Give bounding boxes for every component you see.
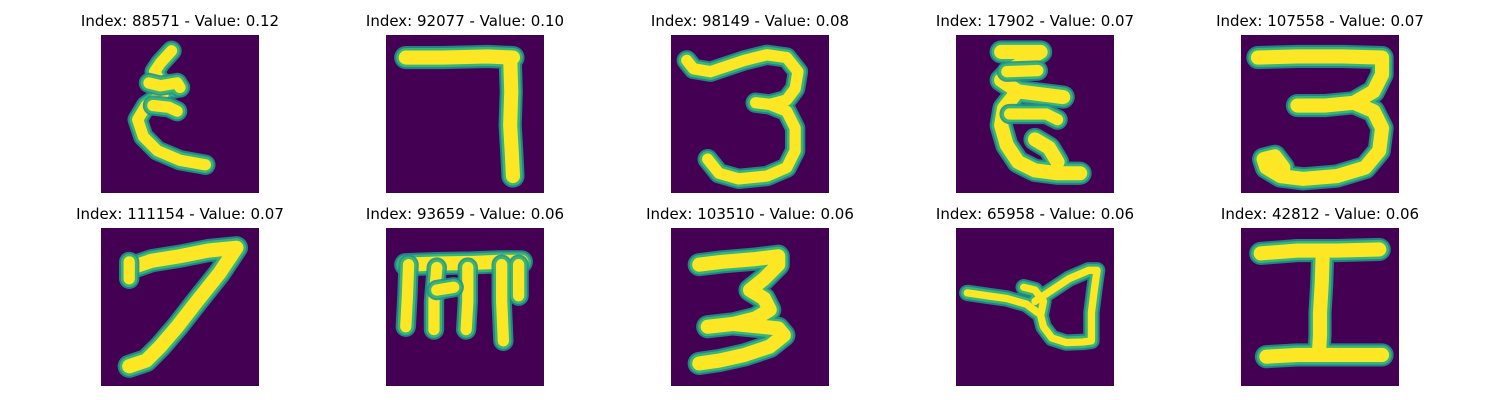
sample-cell-2: Index: 92077 - Value: 0.10: [335, 12, 595, 193]
sample-cell-5: Index: 107558 - Value: 0.07: [1190, 12, 1450, 193]
sample-value: 0.06: [530, 205, 565, 223]
sample-title: Index: 111154 - Value: 0.07: [76, 205, 284, 223]
sample-value: 0.10: [530, 12, 565, 30]
sample-title: Index: 103510 - Value: 0.06: [646, 205, 854, 223]
sample-title: Index: 65958 - Value: 0.06: [935, 205, 1135, 223]
sample-title: Index: 93659 - Value: 0.06: [365, 205, 565, 223]
sample-title: Index: 88571 - Value: 0.12: [80, 12, 280, 30]
character-thumbnail: [671, 228, 829, 386]
sample-value: 0.06: [1100, 205, 1135, 223]
character-thumbnail: [1241, 35, 1399, 193]
sample-cell-3: Index: 98149 - Value: 0.08: [620, 12, 880, 193]
sample-index: 65958: [987, 205, 1035, 223]
sample-index: 17902: [987, 12, 1035, 30]
character-thumbnail: [956, 35, 1114, 193]
sample-value: 0.12: [245, 12, 280, 30]
sample-value: 0.07: [1390, 12, 1424, 30]
sample-title: Index: 98149 - Value: 0.08: [650, 12, 850, 30]
character-thumbnail: [101, 35, 259, 193]
character-thumbnail: [1241, 228, 1399, 386]
sample-value: 0.08: [815, 12, 850, 30]
sample-cell-9: Index: 65958 - Value: 0.06: [905, 205, 1165, 386]
sample-index: 107558: [1267, 12, 1325, 30]
sample-title: Index: 92077 - Value: 0.10: [365, 12, 565, 30]
character-thumbnail: [101, 228, 259, 386]
sample-cell-4: Index: 17902 - Value: 0.07: [905, 12, 1165, 193]
sample-cell-7: Index: 93659 - Value: 0.06: [335, 205, 595, 386]
sample-value: 0.07: [250, 205, 284, 223]
sample-cell-6: Index: 111154 - Value: 0.07: [50, 205, 310, 386]
character-thumbnail: [386, 228, 544, 386]
character-thumbnail: [671, 35, 829, 193]
sample-index: 42812: [1272, 205, 1320, 223]
sample-title: Index: 42812 - Value: 0.06: [1220, 205, 1420, 223]
sample-index: 92077: [417, 12, 465, 30]
sample-title: Index: 17902 - Value: 0.07: [935, 12, 1135, 30]
sample-index: 98149: [702, 12, 750, 30]
sample-cell-10: Index: 42812 - Value: 0.06: [1190, 205, 1450, 386]
character-thumbnail: [956, 228, 1114, 386]
sample-title: Index: 107558 - Value: 0.07: [1216, 12, 1424, 30]
sample-cell-1: Index: 88571 - Value: 0.12: [50, 12, 310, 193]
sample-index: 103510: [697, 205, 755, 223]
sample-value: 0.06: [820, 205, 854, 223]
sample-index: 93659: [417, 205, 465, 223]
sample-index: 88571: [132, 12, 180, 30]
sample-cell-8: Index: 103510 - Value: 0.06: [620, 205, 880, 386]
sample-value: 0.07: [1100, 12, 1135, 30]
sample-index: 111154: [127, 205, 185, 223]
character-thumbnail: [386, 35, 544, 193]
sample-value: 0.06: [1385, 205, 1420, 223]
